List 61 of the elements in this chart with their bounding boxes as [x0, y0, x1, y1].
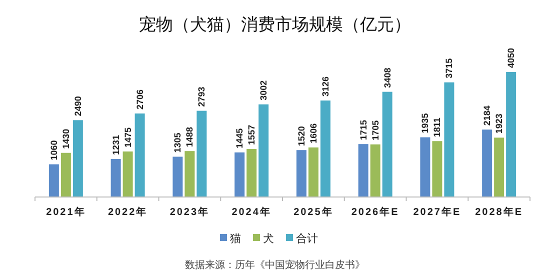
data-label: 4050: [506, 48, 516, 68]
bar: [48, 164, 59, 197]
data-label: 3408: [382, 68, 392, 88]
bar: [184, 151, 195, 197]
x-tick-label: 2025年: [294, 206, 334, 218]
bar: [122, 151, 133, 197]
data-label: 1488: [184, 127, 195, 148]
x-tick-label: 2023年: [170, 206, 210, 218]
x-tick-label: 2028年E: [475, 206, 524, 218]
data-label: 1475: [122, 127, 133, 148]
data-label: 3002: [258, 80, 269, 100]
bar: [308, 147, 318, 197]
data-label: 1606: [308, 123, 318, 144]
data-label: 2184: [482, 106, 492, 126]
x-tick-label: 2027年E: [413, 206, 462, 218]
legend-label: 猫: [230, 233, 241, 245]
x-tick-label: 2026年E: [351, 206, 400, 218]
bar: [196, 110, 207, 197]
bar: [234, 152, 245, 197]
bar: [420, 137, 430, 197]
data-label: 1430: [60, 128, 71, 149]
bar: [494, 138, 504, 197]
bar: [258, 104, 269, 197]
source-note: 数据来源：历年《中国宠物行业白皮书》: [185, 259, 365, 271]
data-label: 2490: [72, 96, 83, 116]
data-label: 1811: [432, 118, 442, 138]
bar: [482, 130, 492, 197]
bar: [296, 150, 306, 197]
chart-title: 宠物（犬猫）消费市场规模（亿元）: [139, 15, 411, 34]
data-label: 3715: [444, 58, 454, 78]
bar: [110, 159, 121, 197]
data-label: 1231: [110, 134, 121, 156]
x-tick-label: 2024年: [232, 206, 272, 218]
data-label: 1520: [296, 126, 306, 146]
legend-label: 犬: [263, 232, 274, 245]
bar: [382, 92, 392, 197]
bar: [506, 72, 516, 197]
data-label: 1923: [494, 114, 504, 134]
bar: [172, 156, 183, 197]
bar: [320, 100, 330, 197]
data-label: 1060: [48, 140, 59, 160]
data-label: 1935: [420, 113, 430, 134]
bar: [444, 82, 454, 197]
bar: [432, 141, 442, 197]
bar: [246, 148, 257, 197]
bar: [358, 144, 368, 197]
bar: [72, 120, 83, 197]
bar: [60, 152, 71, 197]
data-label: 3126: [320, 76, 330, 97]
data-label: 2793: [196, 86, 207, 107]
data-label: 2706: [134, 89, 145, 110]
data-label: 1557: [246, 124, 257, 145]
data-label: 1705: [370, 120, 380, 140]
data-label: 1445: [234, 128, 245, 148]
data-label: 1305: [172, 132, 183, 153]
x-tick-label: 2022年: [108, 206, 148, 218]
x-tick-label: 2021年: [46, 206, 86, 218]
bar: [370, 144, 380, 197]
data-label: 1715: [358, 120, 368, 140]
bar: [134, 113, 145, 197]
legend-label: 合计: [296, 232, 318, 245]
